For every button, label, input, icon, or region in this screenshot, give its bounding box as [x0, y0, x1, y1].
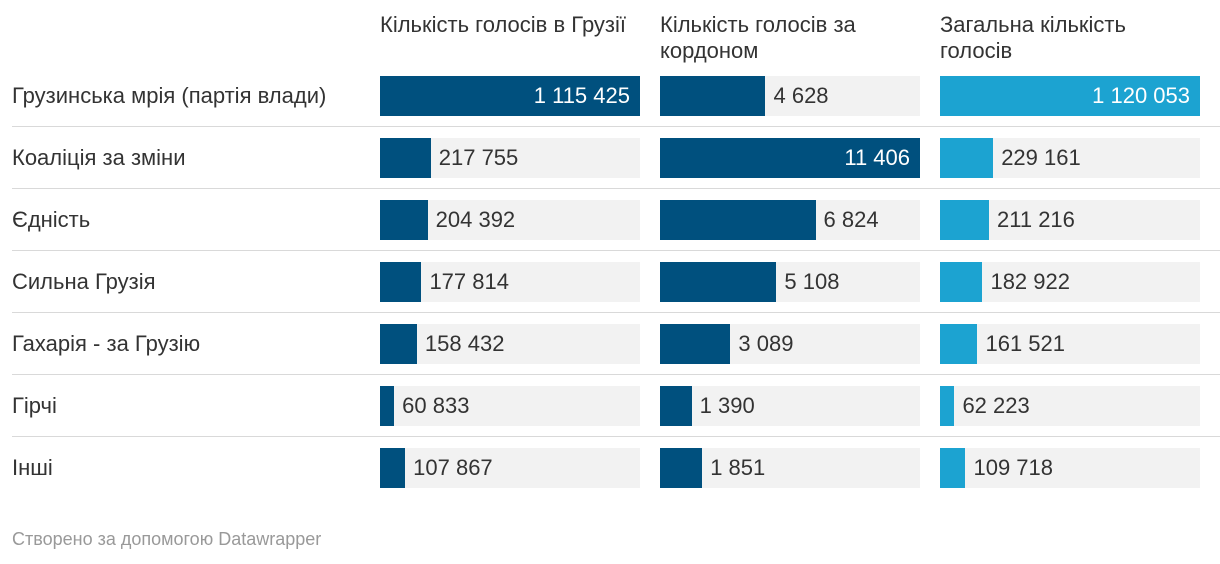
value-label-georgia: 1 115 425 [533, 83, 630, 108]
value-label-abroad: 1 390 [699, 393, 755, 418]
bar-cell-abroad: 4 628 [660, 76, 920, 116]
value-label-total: 211 216 [997, 207, 1075, 232]
value-label-georgia: 158 432 [424, 331, 505, 356]
value-label-total: 109 718 [973, 455, 1053, 480]
row-label: Єдність [12, 207, 91, 232]
value-label-abroad: 5 108 [784, 269, 840, 294]
bar-cell-georgia: 107 867 [380, 448, 640, 488]
table-row: Єдність 204 392 6 824 211 216 [0, 200, 1220, 262]
bar-georgia [380, 262, 422, 302]
bar-georgia [380, 76, 640, 116]
bar-cell-abroad: 11 406 [660, 138, 920, 178]
value-label-total: 182 922 [990, 269, 1070, 294]
bar-cell-total: 229 161 [940, 138, 1200, 178]
bar-abroad [660, 262, 777, 302]
bar-cell-abroad: 1 851 [660, 448, 920, 488]
bar-cell-total: 161 521 [940, 324, 1200, 364]
datawrapper-credit: Створено за допомогою Datawrapper [12, 529, 322, 549]
row-label: Коаліція за зміни [12, 145, 186, 170]
row-divider [12, 312, 1220, 313]
row-divider [12, 250, 1220, 251]
bar-cell-georgia: 177 814 [380, 262, 640, 302]
row-label: Гірчі [12, 393, 57, 418]
bar-cell-georgia: 60 833 [380, 386, 640, 426]
value-label-georgia: 177 814 [429, 269, 509, 294]
bar-cell-abroad: 5 108 [660, 262, 920, 302]
value-label-abroad: 6 824 [823, 207, 879, 232]
bar-total [940, 324, 978, 364]
row-divider [12, 436, 1220, 437]
row-divider [12, 374, 1220, 375]
value-label-abroad: 11 406 [844, 145, 910, 170]
table-row: Гахарія - за Грузію 158 432 3 089 161 521 [0, 324, 1220, 386]
row-divider [12, 126, 1220, 127]
bar-georgia [380, 324, 417, 364]
row-divider [12, 188, 1220, 189]
bar-total [940, 262, 983, 302]
bar-abroad [660, 386, 692, 426]
column-header-abroad: Кількість голосів за кордоном [660, 12, 856, 63]
table-row: Сильна Грузія 177 814 5 108 182 922 [0, 262, 1220, 324]
column-header-georgia: Кількість голосів в Грузії [380, 12, 627, 37]
bar-total [940, 386, 955, 426]
bar-abroad [660, 138, 920, 178]
value-label-abroad: 3 089 [738, 331, 794, 356]
value-label-georgia: 60 833 [402, 393, 470, 418]
bar-georgia [380, 448, 406, 488]
table-row: Грузинська мрія (партія влади) 1 115 425 4… [0, 76, 1220, 138]
value-label-total: 161 521 [985, 331, 1066, 356]
bar-georgia [380, 386, 395, 426]
bar-cell-georgia: 217 755 [380, 138, 640, 178]
row-label: Сильна Грузія [12, 269, 156, 294]
row-label: Гахарія - за Грузію [12, 331, 201, 356]
bar-abroad [660, 448, 703, 488]
table-row: Гірчі 60 833 1 390 62 223 [0, 386, 1220, 448]
table-row: Коаліція за зміни 217 755 11 406 229 161 [0, 138, 1220, 200]
value-label-total: 62 223 [962, 393, 1030, 418]
bar-total [940, 138, 994, 178]
bar-total [940, 76, 1200, 116]
bar-abroad [660, 76, 766, 116]
value-label-georgia: 107 867 [413, 455, 493, 480]
value-label-georgia: 204 392 [435, 207, 516, 232]
bar-cell-abroad: 6 824 [660, 200, 920, 240]
column-header-total: Загальна кількість голосів [940, 12, 1126, 63]
bar-total [940, 448, 966, 488]
bar-total [940, 200, 990, 240]
value-label-abroad: 1 851 [710, 455, 766, 480]
bar-cell-abroad: 3 089 [660, 324, 920, 364]
bar-cell-abroad: 1 390 [660, 386, 920, 426]
table-row: Інші 107 867 1 851 109 718 [0, 448, 1220, 510]
bar-georgia [380, 200, 428, 240]
bar-georgia [380, 138, 431, 178]
bar-cell-total: 109 718 [940, 448, 1200, 488]
bar-cell-georgia: 1 115 425 [380, 76, 640, 116]
value-label-total: 229 161 [1001, 145, 1081, 170]
row-label: Грузинська мрія (партія влади) [12, 83, 327, 108]
bar-cell-total: 62 223 [940, 386, 1200, 426]
bar-cell-total: 1 120 053 [940, 76, 1200, 116]
row-label: Інші [12, 455, 53, 480]
bar-abroad [660, 324, 731, 364]
bar-cell-georgia: 158 432 [380, 324, 640, 364]
value-label-total: 1 120 053 [1092, 83, 1190, 108]
bar-cell-total: 211 216 [940, 200, 1200, 240]
value-label-georgia: 217 755 [438, 145, 519, 170]
bar-cell-georgia: 204 392 [380, 200, 640, 240]
value-label-abroad: 4 628 [773, 83, 829, 108]
bar-abroad [660, 200, 816, 240]
bar-cell-total: 182 922 [940, 262, 1200, 302]
